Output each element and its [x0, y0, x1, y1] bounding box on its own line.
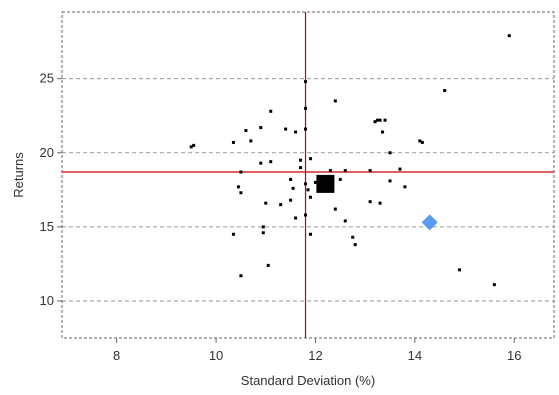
- y-axis-title: Returns: [11, 152, 26, 198]
- data-point: [269, 160, 273, 164]
- data-point: [338, 177, 342, 181]
- y-tick-label: 10: [40, 293, 54, 308]
- y-tick-label: 25: [40, 71, 54, 86]
- data-point: [306, 188, 310, 192]
- data-point: [192, 143, 196, 147]
- data-point: [304, 213, 308, 217]
- data-point: [343, 219, 347, 223]
- data-point: [289, 198, 293, 202]
- data-point: [308, 232, 312, 236]
- data-point: [378, 201, 382, 205]
- data-point: [458, 268, 462, 272]
- data-point: [279, 203, 283, 207]
- data-point: [239, 274, 243, 278]
- data-point: [308, 157, 312, 161]
- data-point: [294, 216, 298, 220]
- data-point: [231, 232, 235, 236]
- grid-lines: [62, 78, 554, 302]
- highlight-diamond-point: [421, 214, 438, 231]
- data-point: [351, 235, 355, 239]
- data-point: [294, 130, 298, 134]
- data-point: [236, 185, 240, 189]
- x-tick-label: 10: [209, 348, 223, 363]
- data-point: [261, 225, 265, 229]
- data-point: [244, 129, 248, 133]
- data-point: [443, 89, 447, 93]
- data-point: [353, 243, 357, 247]
- y-tick-label: 20: [40, 145, 54, 160]
- data-point: [313, 180, 317, 184]
- data-point: [378, 118, 382, 122]
- data-point: [304, 127, 308, 131]
- data-point: [343, 169, 347, 173]
- x-axis-ticks: 8 10 12 14 16: [113, 338, 521, 363]
- data-point: [398, 167, 402, 171]
- data-point: [239, 170, 243, 174]
- data-point: [333, 207, 337, 211]
- data-point: [492, 283, 496, 287]
- data-point: [308, 195, 312, 199]
- data-point: [249, 139, 253, 143]
- data-point: [388, 151, 392, 155]
- data-point: [388, 179, 392, 183]
- x-tick-label: 12: [308, 348, 322, 363]
- x-axis-title: Standard Deviation (%): [241, 373, 375, 388]
- x-tick-label: 8: [113, 348, 120, 363]
- data-point: [259, 161, 263, 165]
- x-tick-label: 14: [408, 348, 422, 363]
- data-point: [259, 126, 263, 130]
- data-point: [368, 200, 372, 204]
- data-point: [261, 231, 265, 235]
- data-point: [284, 127, 288, 131]
- highlight-square-point: [316, 174, 335, 193]
- data-point: [269, 109, 273, 113]
- data-point: [373, 120, 377, 124]
- data-point: [189, 145, 193, 149]
- data-point: [231, 140, 235, 144]
- data-points: [189, 34, 511, 287]
- y-axis-ticks: 10 15 20 25: [40, 71, 62, 308]
- data-point: [304, 106, 308, 110]
- data-point: [420, 140, 424, 144]
- data-point: [289, 177, 293, 181]
- data-point: [304, 80, 308, 84]
- data-point: [403, 185, 407, 189]
- data-point: [328, 169, 332, 173]
- data-point: [507, 34, 511, 38]
- data-point: [239, 191, 243, 195]
- data-point: [381, 130, 385, 134]
- reference-lines: [62, 12, 554, 338]
- data-point: [376, 118, 380, 122]
- x-tick-label: 16: [507, 348, 521, 363]
- data-point: [333, 99, 337, 103]
- y-tick-label: 15: [40, 219, 54, 234]
- data-point: [264, 201, 268, 205]
- data-point: [418, 139, 422, 143]
- data-point: [299, 166, 303, 170]
- data-point: [266, 263, 270, 267]
- data-point: [299, 158, 303, 162]
- data-point: [291, 186, 295, 190]
- data-point: [304, 182, 308, 186]
- data-point: [368, 169, 372, 173]
- plot-frame: [61, 11, 555, 339]
- data-point: [383, 118, 387, 122]
